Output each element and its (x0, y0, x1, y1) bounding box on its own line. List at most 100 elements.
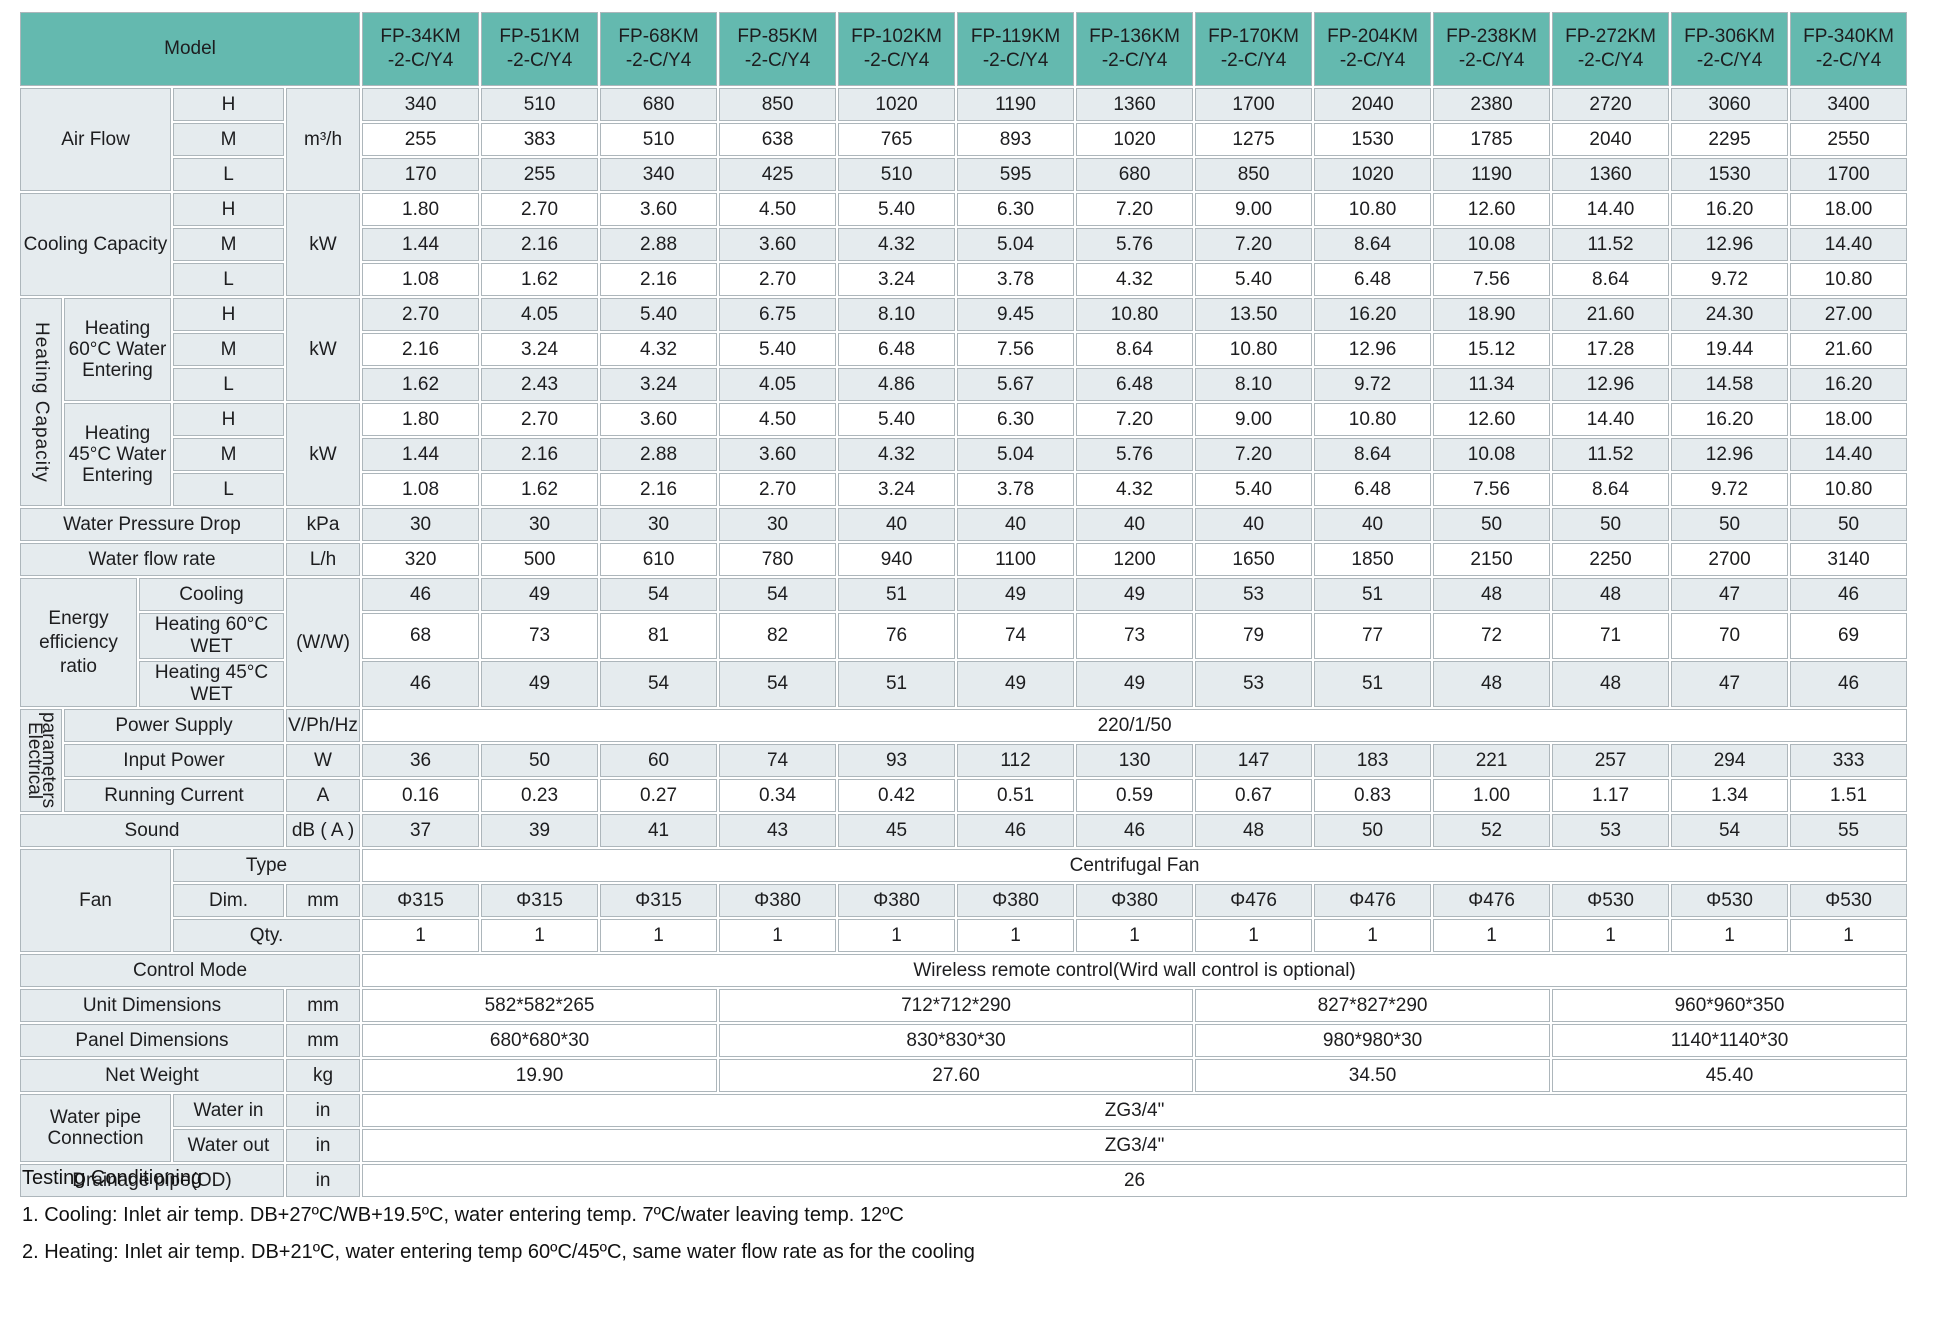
value-cell: 12.96 (1552, 368, 1670, 401)
value-cell: 7.20 (1076, 403, 1194, 436)
value-cell: 47 (1671, 578, 1789, 611)
value-cell: 39 (481, 814, 599, 847)
value-cell: 74 (719, 744, 837, 777)
value-cell: 46 (957, 814, 1075, 847)
model-column-header: FP-204KM -2-C/Y4 (1314, 12, 1432, 86)
table-row: Dim. mm Φ315 Φ315 Φ315 Φ380 Φ380 Φ380 Φ380 Φ476 Φ4… (20, 884, 1908, 917)
value-cell: 21.60 (1790, 333, 1908, 366)
value-cell: Φ380 (1076, 884, 1194, 917)
value-cell: 2.16 (600, 263, 718, 296)
value-cell: 27.00 (1790, 298, 1908, 331)
value-cell: 500 (481, 543, 599, 576)
value-cell: 1.17 (1552, 779, 1670, 812)
value-cell: 780 (719, 543, 837, 576)
value-cell: 8.64 (1552, 473, 1670, 506)
table-row: Water pipe Connection Water in in ZG3/4" (20, 1094, 1908, 1162)
value-cell: 1360 (1552, 158, 1670, 191)
value-cell: 16.20 (1790, 368, 1908, 401)
value-cell: 1.80 (362, 403, 480, 436)
value-cell: 1 (957, 919, 1075, 952)
value-cell: 49 (957, 661, 1075, 707)
value-cell: 255 (481, 158, 599, 191)
value-cell: Centrifugal Fan (362, 849, 1908, 882)
value-cell: 0.34 (719, 779, 837, 812)
value-cell: 1700 (1195, 88, 1313, 121)
table-row: Control Mode Wireless remote control(Wird… (20, 954, 1908, 987)
value-cell: 425 (719, 158, 837, 191)
value-cell: 7.20 (1195, 438, 1313, 471)
value-cell: 0.16 (362, 779, 480, 812)
value-cell: 5.40 (838, 403, 956, 436)
table-row: Heating 60°C WET 68 73 81 82 76 74 73 79 77 72 71 70… (20, 613, 1908, 659)
value-cell: 17.28 (1552, 333, 1670, 366)
model-header-row: Model FP-34KM -2-C/Y4 FP-51KM -2-C/Y4 FP-68… (20, 12, 1908, 86)
value-cell: 1650 (1195, 543, 1313, 576)
unit-label: dB ( A ) (286, 814, 361, 847)
value-cell: 5.40 (838, 193, 956, 226)
value-cell: 765 (838, 123, 956, 156)
value-cell: 830*830*30 (719, 1024, 1194, 1057)
value-cell: 4.50 (719, 193, 837, 226)
value-cell: 510 (600, 123, 718, 156)
model-column-header: FP-51KM -2-C/Y4 (481, 12, 599, 86)
unit-label: in (286, 1164, 361, 1197)
value-cell: 36 (362, 744, 480, 777)
value-cell: 5.76 (1076, 228, 1194, 261)
value-cell: 93 (838, 744, 956, 777)
value-cell: 294 (1671, 744, 1789, 777)
value-cell: 48 (1433, 578, 1551, 611)
value-cell: Φ380 (957, 884, 1075, 917)
table-row: Running Current A 0.16 0.23 0.27 0.34 0.42 0.51… (20, 779, 1908, 812)
value-cell: 18.00 (1790, 403, 1908, 436)
value-cell: 5.40 (600, 298, 718, 331)
value-cell: 595 (957, 158, 1075, 191)
value-cell: 3.60 (600, 193, 718, 226)
value-cell: Φ380 (719, 884, 837, 917)
water-pressure-drop-label: Water Pressure Drop (20, 508, 284, 541)
note-heating: 2. Heating: Inlet air temp. DB+21ºC, wat… (22, 1241, 975, 1263)
unit-label: V/Ph/Hz (286, 709, 361, 742)
value-cell: 9.00 (1195, 403, 1313, 436)
value-cell: 1.62 (362, 368, 480, 401)
unit-label: mm (286, 1024, 361, 1057)
value-cell: 46 (1790, 661, 1908, 707)
value-cell: 3140 (1790, 543, 1908, 576)
table-row: M 1.44 2.16 2.88 3.60 4.32 5.04 5.76 7.20 8.64 10.… (20, 438, 1908, 471)
value-cell: 18.90 (1433, 298, 1551, 331)
table-row: Input Power W 36 50 60 74 93 112 130 147 183 221 257… (20, 744, 1908, 777)
row-label: L (173, 263, 284, 296)
value-cell: 680 (1076, 158, 1194, 191)
value-cell: 2.16 (600, 473, 718, 506)
panel-dimensions-label: Panel Dimensions (20, 1024, 284, 1057)
value-cell: 680 (600, 88, 718, 121)
value-cell: 50 (1552, 508, 1670, 541)
value-cell: 8.64 (1314, 228, 1432, 261)
value-cell: 9.72 (1671, 263, 1789, 296)
value-cell: 18.00 (1790, 193, 1908, 226)
model-column-header: FP-102KM -2-C/Y4 (838, 12, 956, 86)
fan-label: Fan (20, 849, 171, 952)
value-cell: 30 (481, 508, 599, 541)
value-cell: 49 (1076, 578, 1194, 611)
value-cell: 6.75 (719, 298, 837, 331)
value-cell: 54 (1671, 814, 1789, 847)
value-cell: 960*960*350 (1552, 989, 1908, 1022)
table-row: Unit Dimensions mm 582*582*265 712*712*290 8… (20, 989, 1908, 1022)
value-cell: 45.40 (1552, 1059, 1908, 1092)
unit-label: in (286, 1129, 361, 1162)
value-cell: 15.12 (1433, 333, 1551, 366)
value-cell: 2.88 (600, 438, 718, 471)
value-cell: 3.60 (600, 403, 718, 436)
value-cell: 1.62 (481, 263, 599, 296)
value-cell: 638 (719, 123, 837, 156)
value-cell: 383 (481, 123, 599, 156)
value-cell: 40 (1195, 508, 1313, 541)
unit-label: kW (286, 298, 361, 401)
value-cell: 72 (1433, 613, 1551, 659)
value-cell: 13.50 (1195, 298, 1313, 331)
value-cell: 1.44 (362, 438, 480, 471)
value-cell: ZG3/4" (362, 1094, 1908, 1127)
row-label: Heating 60°C WET (139, 613, 284, 659)
value-cell: 60 (600, 744, 718, 777)
